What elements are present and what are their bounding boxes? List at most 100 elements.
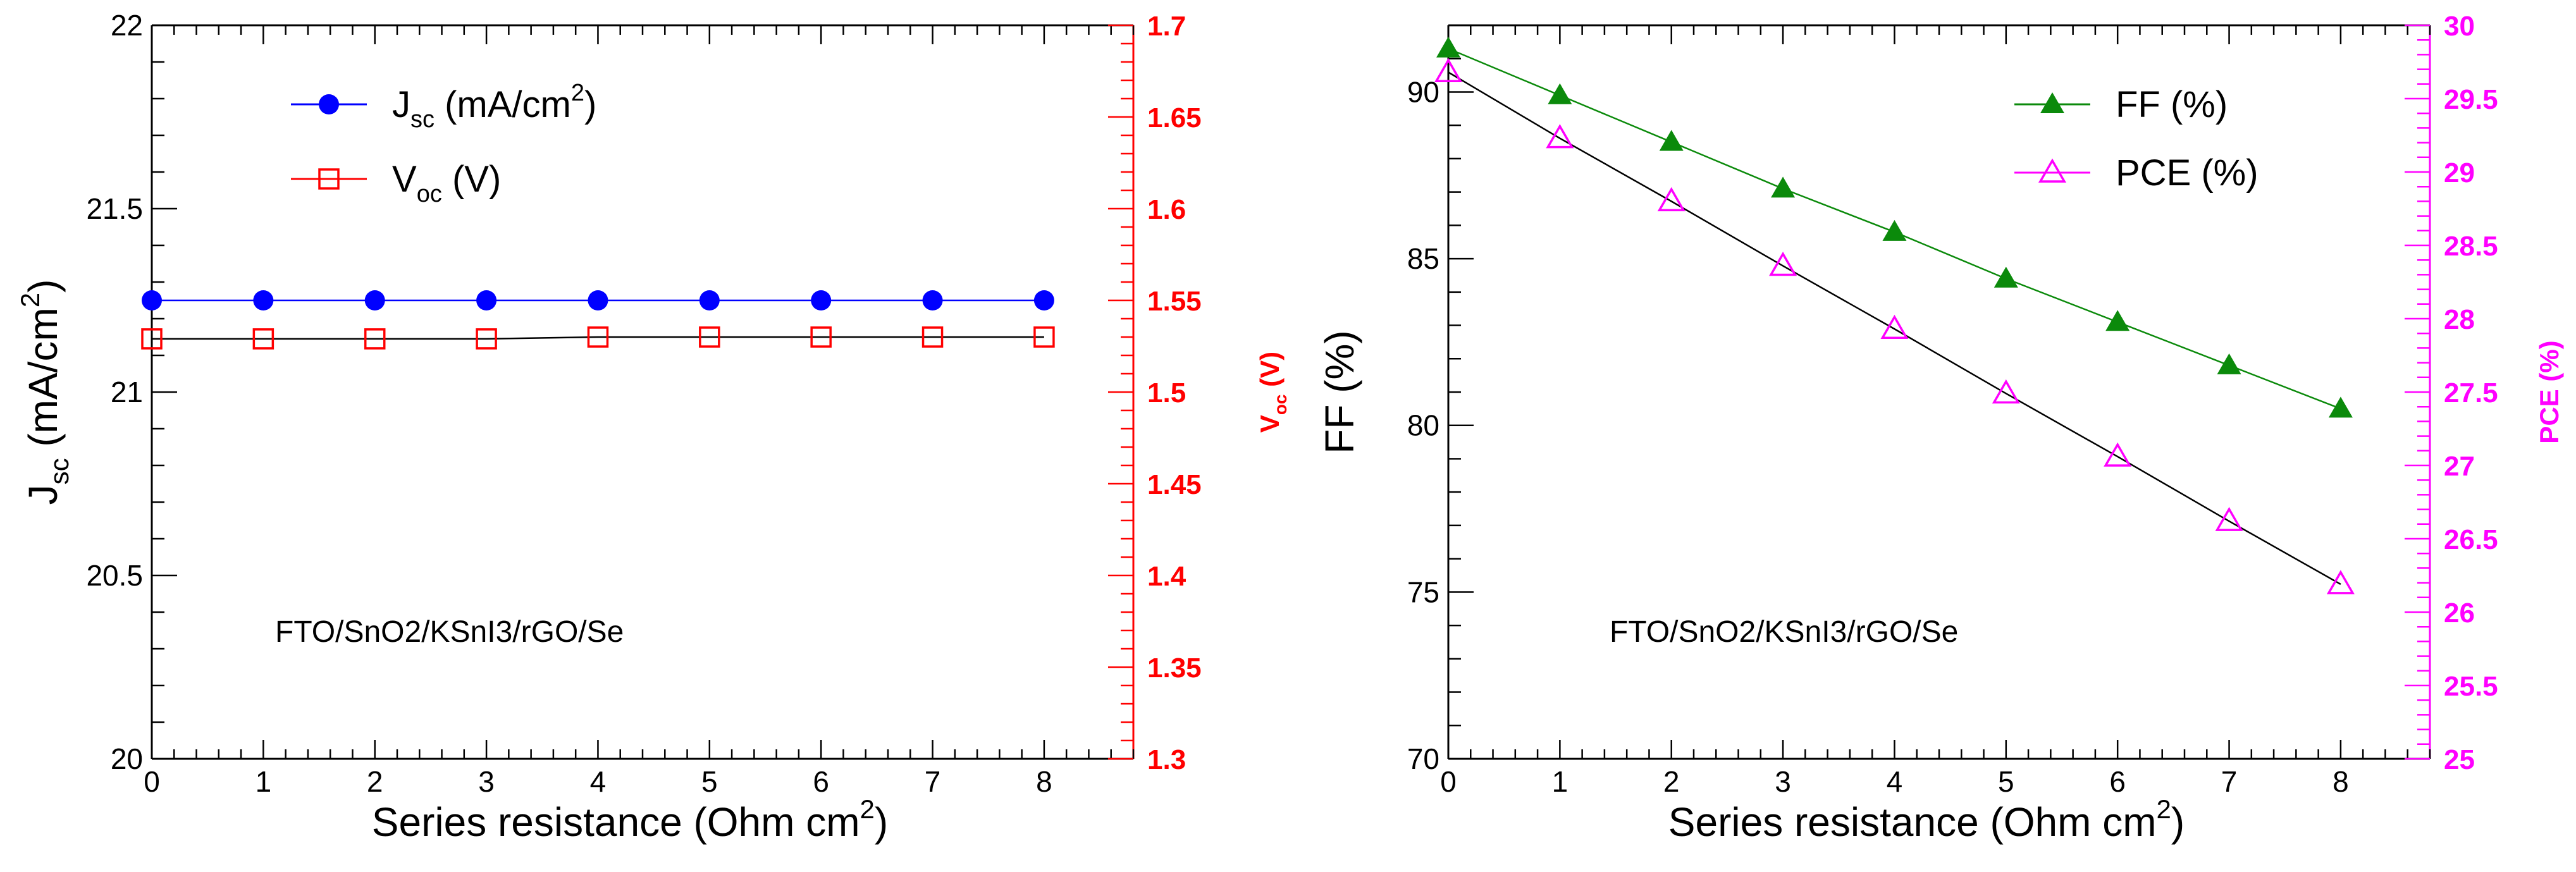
y-right-tick-label: 1.65 (1147, 102, 1202, 133)
y-left-tick-label: 70 (1407, 742, 1439, 775)
legend-marker (2038, 158, 2067, 183)
data-point (2215, 507, 2243, 531)
y-right-tick-label: 26 (2444, 598, 2475, 629)
x-axis-label-sup: 2 (2157, 794, 2171, 824)
y-left-tick-label: 85 (1407, 242, 1439, 275)
y-right-label-main: V (1255, 415, 1285, 433)
y-left-label-mid: (mA/cm (20, 307, 66, 458)
legend-marker (2040, 92, 2064, 113)
legend-end: ) (584, 84, 596, 125)
legend-main: FF (%) (2116, 84, 2228, 125)
data-point (364, 328, 386, 350)
x-tick-label: 7 (925, 765, 941, 798)
data-point (1033, 290, 1054, 310)
data-point (922, 290, 943, 310)
data-point (364, 290, 385, 310)
y-right-tick-label: 1.4 (1147, 561, 1186, 592)
y-left-tick-label: 22 (111, 9, 143, 42)
y-right-tick-label: 1.7 (1147, 11, 1186, 42)
y-axis-right-label: Voc (V) (1255, 352, 1290, 433)
data-point (252, 328, 274, 350)
data-point (1771, 176, 1796, 198)
x-tick-label: 4 (590, 765, 607, 798)
legend-label: PCE (%) (2116, 152, 2259, 193)
data-point (588, 290, 608, 310)
data-point (253, 290, 274, 310)
legend-rest: (V) (442, 159, 501, 200)
y-axis-left-label: FF (%) (1317, 330, 1362, 454)
y-left-label-main: J (20, 484, 66, 505)
data-point (141, 328, 163, 350)
data-point (1434, 58, 1463, 82)
y-right-tick-label: 25.5 (2444, 671, 2498, 702)
data-point (476, 290, 497, 310)
y-left-tick-label: 20.5 (86, 559, 143, 592)
annotation: FTO/SnO2/KSnI3/rGO/Se (1610, 615, 1958, 649)
data-point (1659, 130, 1684, 151)
x-tick-label: 2 (1663, 765, 1680, 798)
y-left-label-end: ) (20, 279, 66, 293)
x-tick-label: 8 (1036, 765, 1052, 798)
y-axis-left-label: Jsc (mA/cm2) (15, 279, 74, 505)
annotation: FTO/SnO2/KSnI3/rGO/Se (275, 615, 624, 649)
legend-sup: 2 (571, 80, 584, 106)
data-point (699, 326, 720, 348)
y-right-tick-label: 1.45 (1147, 469, 1202, 500)
x-axis-label-end: ) (2171, 799, 2185, 845)
y-right-tick-label: 25 (2444, 744, 2475, 775)
ff-pce-panel: 0 1 2 3 4 5 6 7 8 70 75 80 85 90 25 25.5 26 26.5 27 27.5 28 2… (1317, 11, 2564, 845)
data-point (1880, 314, 1909, 339)
data-point (1436, 36, 1460, 58)
y-right-tick-label: 28 (2444, 304, 2475, 335)
data-point (1033, 326, 1055, 348)
x-axis-label-end: ) (875, 799, 888, 845)
data-point (2105, 310, 2130, 331)
y-left-tick-label: 80 (1407, 409, 1439, 442)
y-right-label-sub: oc (1271, 394, 1290, 415)
data-point (1769, 251, 1797, 276)
x-tick-label: 6 (2109, 765, 2126, 798)
y-right-label-main: PCE (%) (2534, 340, 2564, 443)
y-axis-right-label: PCE (%) (2534, 340, 2564, 443)
data-point (476, 328, 497, 350)
legend-sub: oc (417, 181, 442, 207)
x-tick-label: 4 (1887, 765, 1903, 798)
y-right-tick-label: 27 (2444, 451, 2475, 482)
x-tick-label: 0 (1440, 765, 1457, 798)
legend-sub: sc (410, 106, 434, 133)
x-axis-label-main: Series resistance (Ohm cm (372, 799, 860, 845)
y-left-label-main: FF (%) (1317, 330, 1362, 454)
y-right-label-end: (V) (1255, 352, 1285, 395)
y-left-label-sup: 2 (15, 293, 45, 307)
x-tick-label: 5 (1998, 765, 2014, 798)
legend-label: Voc (V) (392, 159, 501, 207)
legend-rest: (mA/cm (434, 84, 571, 125)
y-left-tick-label: 20 (111, 742, 143, 775)
y-left-tick-label: 21 (111, 376, 143, 408)
data-point (1992, 379, 2020, 404)
data-point (1657, 187, 1685, 212)
data-point (1882, 219, 1907, 241)
x-tick-label: 3 (1775, 765, 1791, 798)
data-point (810, 326, 832, 348)
x-tick-label: 0 (144, 765, 160, 798)
y-left-tick-label: 21.5 (86, 192, 143, 225)
x-tick-label: 6 (813, 765, 829, 798)
data-point (2326, 570, 2355, 594)
x-axis-label-sup: 2 (860, 794, 875, 824)
legend-marker (319, 94, 339, 114)
x-axis-label: Series resistance (Ohm cm2) (372, 794, 888, 845)
y-right-tick-label: 26.5 (2444, 524, 2498, 555)
x-tick-label: 5 (701, 765, 718, 798)
legend-main: V (392, 159, 417, 200)
data-point (1546, 124, 1574, 149)
y-right-tick-label: 1.6 (1147, 194, 1186, 225)
x-tick-label: 1 (256, 765, 272, 798)
y-right-tick-label: 30 (2444, 11, 2475, 42)
data-point (2104, 442, 2132, 467)
series-line (152, 336, 1044, 340)
y-right-tick-label: 29 (2444, 157, 2475, 188)
y-right-tick-label: 1.3 (1147, 744, 1186, 775)
y-right-tick-label: 27.5 (2444, 378, 2498, 408)
